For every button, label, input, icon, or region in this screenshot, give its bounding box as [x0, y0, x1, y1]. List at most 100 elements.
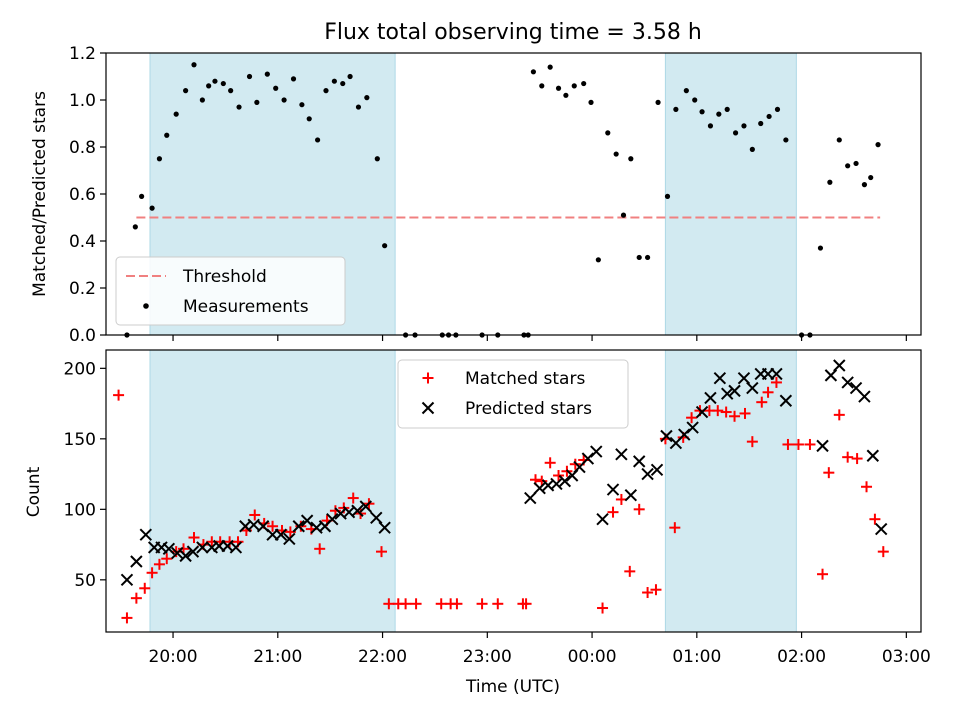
predicted-star-point — [524, 491, 537, 505]
measurement-point — [340, 80, 346, 87]
predicted-star-point — [858, 390, 871, 403]
predicted-star-point — [713, 371, 727, 385]
matched-star-point — [615, 493, 627, 505]
predicted-star-point — [130, 555, 143, 568]
measurement-point — [699, 109, 705, 115]
matched-star-point — [146, 567, 158, 579]
measurement-point — [299, 102, 305, 108]
predicted-star-point — [874, 522, 888, 536]
cross-b — [342, 505, 356, 519]
predicted-star-point — [558, 474, 572, 488]
predicted-star-point — [746, 381, 759, 395]
measurement-point — [836, 137, 842, 143]
predicted-star-point — [186, 545, 200, 558]
measurement-point — [539, 83, 545, 89]
measurement-point — [707, 123, 714, 129]
predicted-star-point — [139, 528, 153, 541]
matched-star-point — [451, 598, 463, 610]
measurement-point — [220, 80, 226, 87]
cross-b — [713, 371, 727, 385]
measurement-point — [164, 132, 170, 138]
cross-b — [310, 521, 323, 534]
predicted-star-point — [370, 511, 383, 524]
legend-box — [115, 256, 346, 326]
y-tick-label: 200 — [64, 359, 96, 379]
x-axis-label: Time (UTC) — [465, 677, 560, 697]
matched-star-point — [121, 612, 133, 624]
predicted-star-point — [550, 477, 563, 491]
matched-star-point — [153, 558, 165, 570]
measurement-point — [132, 224, 138, 230]
measurement-point — [620, 212, 627, 218]
matched-star-point — [739, 407, 751, 419]
matched-star-point — [376, 546, 388, 558]
cross-b — [824, 369, 838, 382]
measurement-point — [264, 71, 270, 77]
cross-b — [326, 512, 339, 526]
predicted-star-point — [590, 445, 603, 458]
measurement-point — [374, 156, 380, 162]
predicted-star-point — [596, 512, 609, 526]
cross-b — [606, 483, 620, 496]
measurement-point — [644, 254, 651, 261]
matched-star-point — [817, 568, 829, 580]
measurement-point — [273, 85, 279, 91]
predicted-star-point — [378, 521, 391, 534]
legend-threshold-label: Threshold — [182, 267, 267, 287]
predicted-star-point — [833, 359, 846, 372]
matched-star-point — [597, 602, 609, 614]
x-tick-label: 03:00 — [882, 647, 931, 667]
cross-b — [695, 405, 709, 419]
matched-star-point — [161, 553, 173, 565]
predicted-star-point — [196, 541, 209, 554]
matched-star-point — [833, 409, 845, 421]
cross-b — [746, 381, 759, 395]
predicted-star-point — [770, 367, 783, 381]
matched-star-point — [792, 438, 804, 450]
legend-predicted-label: Predicted stars — [465, 399, 592, 419]
matched-star-point — [130, 592, 142, 604]
matched-star-point — [877, 546, 889, 558]
cross-b — [239, 520, 252, 533]
predicted-star-point — [824, 369, 838, 382]
measurement-point — [766, 113, 772, 120]
cross-b — [833, 359, 846, 372]
predicted-star-point — [737, 371, 751, 385]
cross-b — [196, 541, 209, 554]
y-tick-label: 0.8 — [69, 138, 96, 158]
chart-title: Flux total observing time = 3.58 h — [324, 20, 702, 45]
predicted-star-point — [695, 405, 709, 419]
cross-b — [256, 520, 270, 533]
measurement-point — [683, 88, 689, 94]
predicted-star-point — [300, 514, 314, 527]
measurement-point — [875, 142, 881, 148]
cross-b — [162, 542, 176, 556]
measurement-points — [124, 62, 881, 338]
predicted-star-point — [866, 449, 880, 462]
matched-star-point — [762, 386, 774, 398]
measurement-point — [382, 243, 388, 249]
predicted-star-point — [728, 384, 741, 398]
legend-measurement-swatch — [143, 303, 149, 309]
legend-matched-marker — [422, 372, 434, 384]
cross-b — [179, 549, 192, 563]
matched-star-point — [624, 565, 636, 577]
cross-b — [720, 387, 734, 400]
predicted-star-point — [720, 387, 734, 400]
observing-windows — [149, 349, 797, 633]
y-tick-label: 50 — [74, 571, 96, 591]
cross-b — [866, 449, 880, 462]
measurement-point — [355, 104, 362, 110]
measurement-point — [228, 88, 234, 94]
measurement-point — [758, 120, 764, 127]
cross-b — [874, 522, 888, 536]
legend-matched-swatch — [422, 372, 434, 384]
cross-b — [770, 367, 783, 381]
matched-star-point — [869, 513, 881, 525]
x-tick-label: 00:00 — [568, 647, 617, 667]
predicted-star-point — [326, 512, 339, 526]
predicted-star-point — [162, 542, 176, 556]
measurement-point — [774, 106, 781, 112]
predicted-star-point — [229, 541, 243, 554]
y-axis-ticks: 0.0 0.2 0.4 0.6 0.8 1.0 1.2 — [69, 44, 106, 346]
